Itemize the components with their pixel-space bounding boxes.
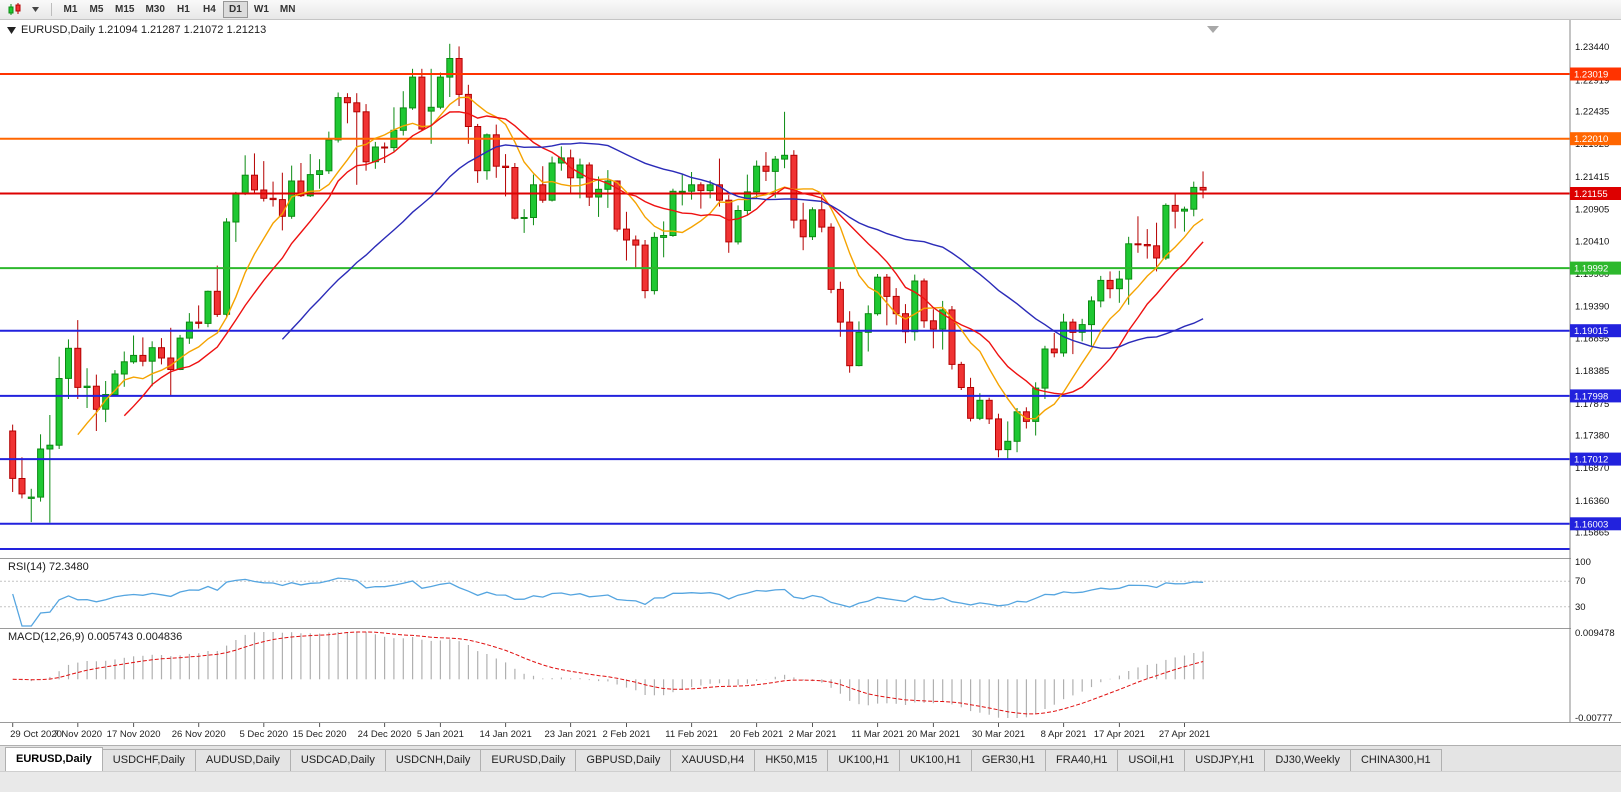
svg-text:100: 100 xyxy=(1575,557,1591,568)
svg-text:1.16870: 1.16870 xyxy=(1575,463,1609,474)
svg-text:24 Dec 2020: 24 Dec 2020 xyxy=(358,729,412,740)
svg-text:7 Nov 2020: 7 Nov 2020 xyxy=(54,729,103,740)
chart-shift-marker-icon[interactable] xyxy=(1207,26,1219,33)
chart-tab-0-eurusd-daily[interactable]: EURUSD,Daily xyxy=(5,747,103,771)
chart-tabs-bar: EURUSD,Daily USDCHF,Daily AUDUSD,Daily USDC… xyxy=(0,745,1621,771)
svg-text:1.20410: 1.20410 xyxy=(1575,236,1609,247)
chart-type-icon[interactable] xyxy=(4,1,24,18)
chart-title: EURUSD,Daily 1.21094 1.21287 1.21072 1.2… xyxy=(21,24,267,36)
timeframe-button-m5[interactable]: M5 xyxy=(84,1,109,18)
svg-text:5 Jan 2021: 5 Jan 2021 xyxy=(417,729,464,740)
rsi-line xyxy=(12,577,1204,627)
price-axis[interactable]: 1.234401.229191.224351.219251.214151.209… xyxy=(1569,20,1621,724)
chart-tab-5-eurusd-daily[interactable]: EURUSD,Daily xyxy=(480,749,577,771)
candlesticks xyxy=(9,43,1207,523)
moving-averages xyxy=(77,96,1204,436)
svg-text:1.18385: 1.18385 xyxy=(1575,366,1609,377)
svg-text:23 Jan 2021: 23 Jan 2021 xyxy=(544,729,596,740)
svg-text:1.16003: 1.16003 xyxy=(1574,519,1608,530)
timeframe-button-m1[interactable]: M1 xyxy=(58,1,83,18)
chart-tab-16-china300-h1[interactable]: CHINA300,H1 xyxy=(1349,749,1442,771)
svg-text:26 Nov 2020: 26 Nov 2020 xyxy=(172,729,226,740)
svg-text:1.21155: 1.21155 xyxy=(1574,189,1608,200)
svg-text:1.16360: 1.16360 xyxy=(1575,496,1609,507)
svg-text:1.21415: 1.21415 xyxy=(1575,172,1609,183)
svg-text:11 Mar 2021: 11 Mar 2021 xyxy=(851,729,904,740)
timeframe-button-mn[interactable]: MN xyxy=(275,1,301,18)
chart-tab-3-usdcad-daily[interactable]: USDCAD,Daily xyxy=(289,749,386,771)
svg-text:30 Mar 2021: 30 Mar 2021 xyxy=(972,729,1025,740)
chart-tab-14-usdjpy-h1[interactable]: USDJPY,H1 xyxy=(1184,749,1266,771)
chart-tab-6-gbpusd-daily[interactable]: GBPUSD,Daily xyxy=(575,749,672,771)
timeframe-button-h4[interactable]: H4 xyxy=(197,1,222,18)
svg-text:1.23440: 1.23440 xyxy=(1575,42,1609,53)
chart-type-dropdown-caret-icon[interactable] xyxy=(25,1,45,18)
svg-text:27 Apr 2021: 27 Apr 2021 xyxy=(1159,729,1210,740)
svg-text:1.23019: 1.23019 xyxy=(1574,70,1608,81)
horizontal-lines[interactable] xyxy=(0,73,1570,550)
svg-text:1.18895: 1.18895 xyxy=(1575,333,1609,344)
price-tags: 1.23019 1.22010 1.21155 1.19992 1.19015 1.179… xyxy=(1570,67,1621,531)
svg-text:30: 30 xyxy=(1575,602,1586,613)
svg-text:5 Dec 2020: 5 Dec 2020 xyxy=(240,729,289,740)
ma-mid-line xyxy=(123,111,1204,417)
svg-text:70: 70 xyxy=(1575,576,1586,587)
chart-tab-12-fra40-h1[interactable]: FRA40,H1 xyxy=(1045,749,1119,771)
svg-text:1.22435: 1.22435 xyxy=(1575,106,1609,117)
chart-tab-8-hk50-m15[interactable]: HK50,M15 xyxy=(754,749,829,771)
svg-text:17 Apr 2021: 17 Apr 2021 xyxy=(1094,729,1145,740)
chart-tab-1-usdchf-daily[interactable]: USDCHF,Daily xyxy=(101,749,196,771)
chart-tab-10-uk100-h1[interactable]: UK100,H1 xyxy=(899,749,972,771)
svg-text:20 Feb 2021: 20 Feb 2021 xyxy=(730,729,783,740)
svg-text:-0.00777: -0.00777 xyxy=(1575,713,1613,724)
svg-text:1.22010: 1.22010 xyxy=(1574,134,1608,145)
svg-text:17 Nov 2020: 17 Nov 2020 xyxy=(107,729,161,740)
rsi-label: RSI(14) 72.3480 xyxy=(8,561,89,573)
ma-fast-line xyxy=(77,96,1204,436)
timeframe-button-m15[interactable]: M15 xyxy=(110,1,139,18)
ma-slow-line xyxy=(281,142,1204,349)
svg-text:1.19390: 1.19390 xyxy=(1575,302,1609,313)
timeframe-buttons: M1 M5 M15 M30 H1 H4 D1 W1 MN xyxy=(58,1,300,18)
svg-text:1.17380: 1.17380 xyxy=(1575,431,1609,442)
svg-text:20 Mar 2021: 20 Mar 2021 xyxy=(907,729,960,740)
svg-text:1.17875: 1.17875 xyxy=(1575,399,1609,410)
macd-label: MACD(12,26,9) 0.005743 0.004836 xyxy=(8,631,183,643)
svg-text:14 Jan 2021: 14 Jan 2021 xyxy=(479,729,531,740)
svg-text:8 Apr 2021: 8 Apr 2021 xyxy=(1041,729,1087,740)
chart-tab-9-uk100-h1[interactable]: UK100,H1 xyxy=(827,749,901,771)
toolbar: M1 M5 M15 M30 H1 H4 D1 W1 MN xyxy=(0,0,1621,20)
chart-tab-15-dj30-weekly[interactable]: DJ30,Weekly xyxy=(1264,749,1351,771)
svg-text:11 Feb 2021: 11 Feb 2021 xyxy=(665,729,718,740)
svg-text:0.009478: 0.009478 xyxy=(1575,628,1615,639)
svg-text:1.20905: 1.20905 xyxy=(1575,205,1609,216)
toolbar-separator xyxy=(51,3,52,16)
timeframe-button-h1[interactable]: H1 xyxy=(171,1,196,18)
chart-tab-11-ger30-h1[interactable]: GER30,H1 xyxy=(970,749,1047,771)
chart-area[interactable]: 29 Oct 2020 7 Nov 2020 17 Nov 2020 26 Nov 2… xyxy=(0,20,1621,745)
chart-tab-2-audusd-daily[interactable]: AUDUSD,Daily xyxy=(194,749,291,771)
svg-text:1.15865: 1.15865 xyxy=(1575,528,1609,539)
timeframe-button-d1[interactable]: D1 xyxy=(222,1,248,18)
status-bar xyxy=(0,771,1621,792)
svg-text:29 Oct 2020: 29 Oct 2020 xyxy=(10,729,62,740)
chart-tab-7-xauusd-h4[interactable]: XAUUSD,H4 xyxy=(670,749,756,771)
svg-text:1.17998: 1.17998 xyxy=(1574,391,1608,402)
svg-text:1.19015: 1.19015 xyxy=(1574,326,1608,337)
timeframe-button-w1[interactable]: W1 xyxy=(249,1,274,18)
chart-tab-13-usoil-h1[interactable]: USOil,H1 xyxy=(1117,749,1186,771)
svg-text:1.17012: 1.17012 xyxy=(1574,455,1608,466)
svg-text:1.22919: 1.22919 xyxy=(1575,75,1609,86)
svg-text:2 Mar 2021: 2 Mar 2021 xyxy=(788,729,836,740)
svg-text:1.19992: 1.19992 xyxy=(1574,264,1608,275)
chart-tab-4-usdcnh-daily[interactable]: USDCNH,Daily xyxy=(384,749,482,771)
svg-text:15 Dec 2020: 15 Dec 2020 xyxy=(293,729,347,740)
svg-text:2 Feb 2021: 2 Feb 2021 xyxy=(602,729,650,740)
timeframe-button-m30[interactable]: M30 xyxy=(140,1,169,18)
macd-signal-line xyxy=(12,631,1204,715)
